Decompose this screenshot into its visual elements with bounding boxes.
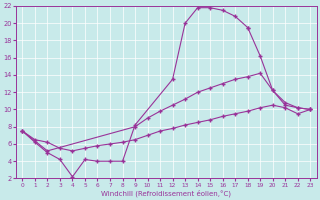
X-axis label: Windchill (Refroidissement éolien,°C): Windchill (Refroidissement éolien,°C) xyxy=(101,189,231,197)
